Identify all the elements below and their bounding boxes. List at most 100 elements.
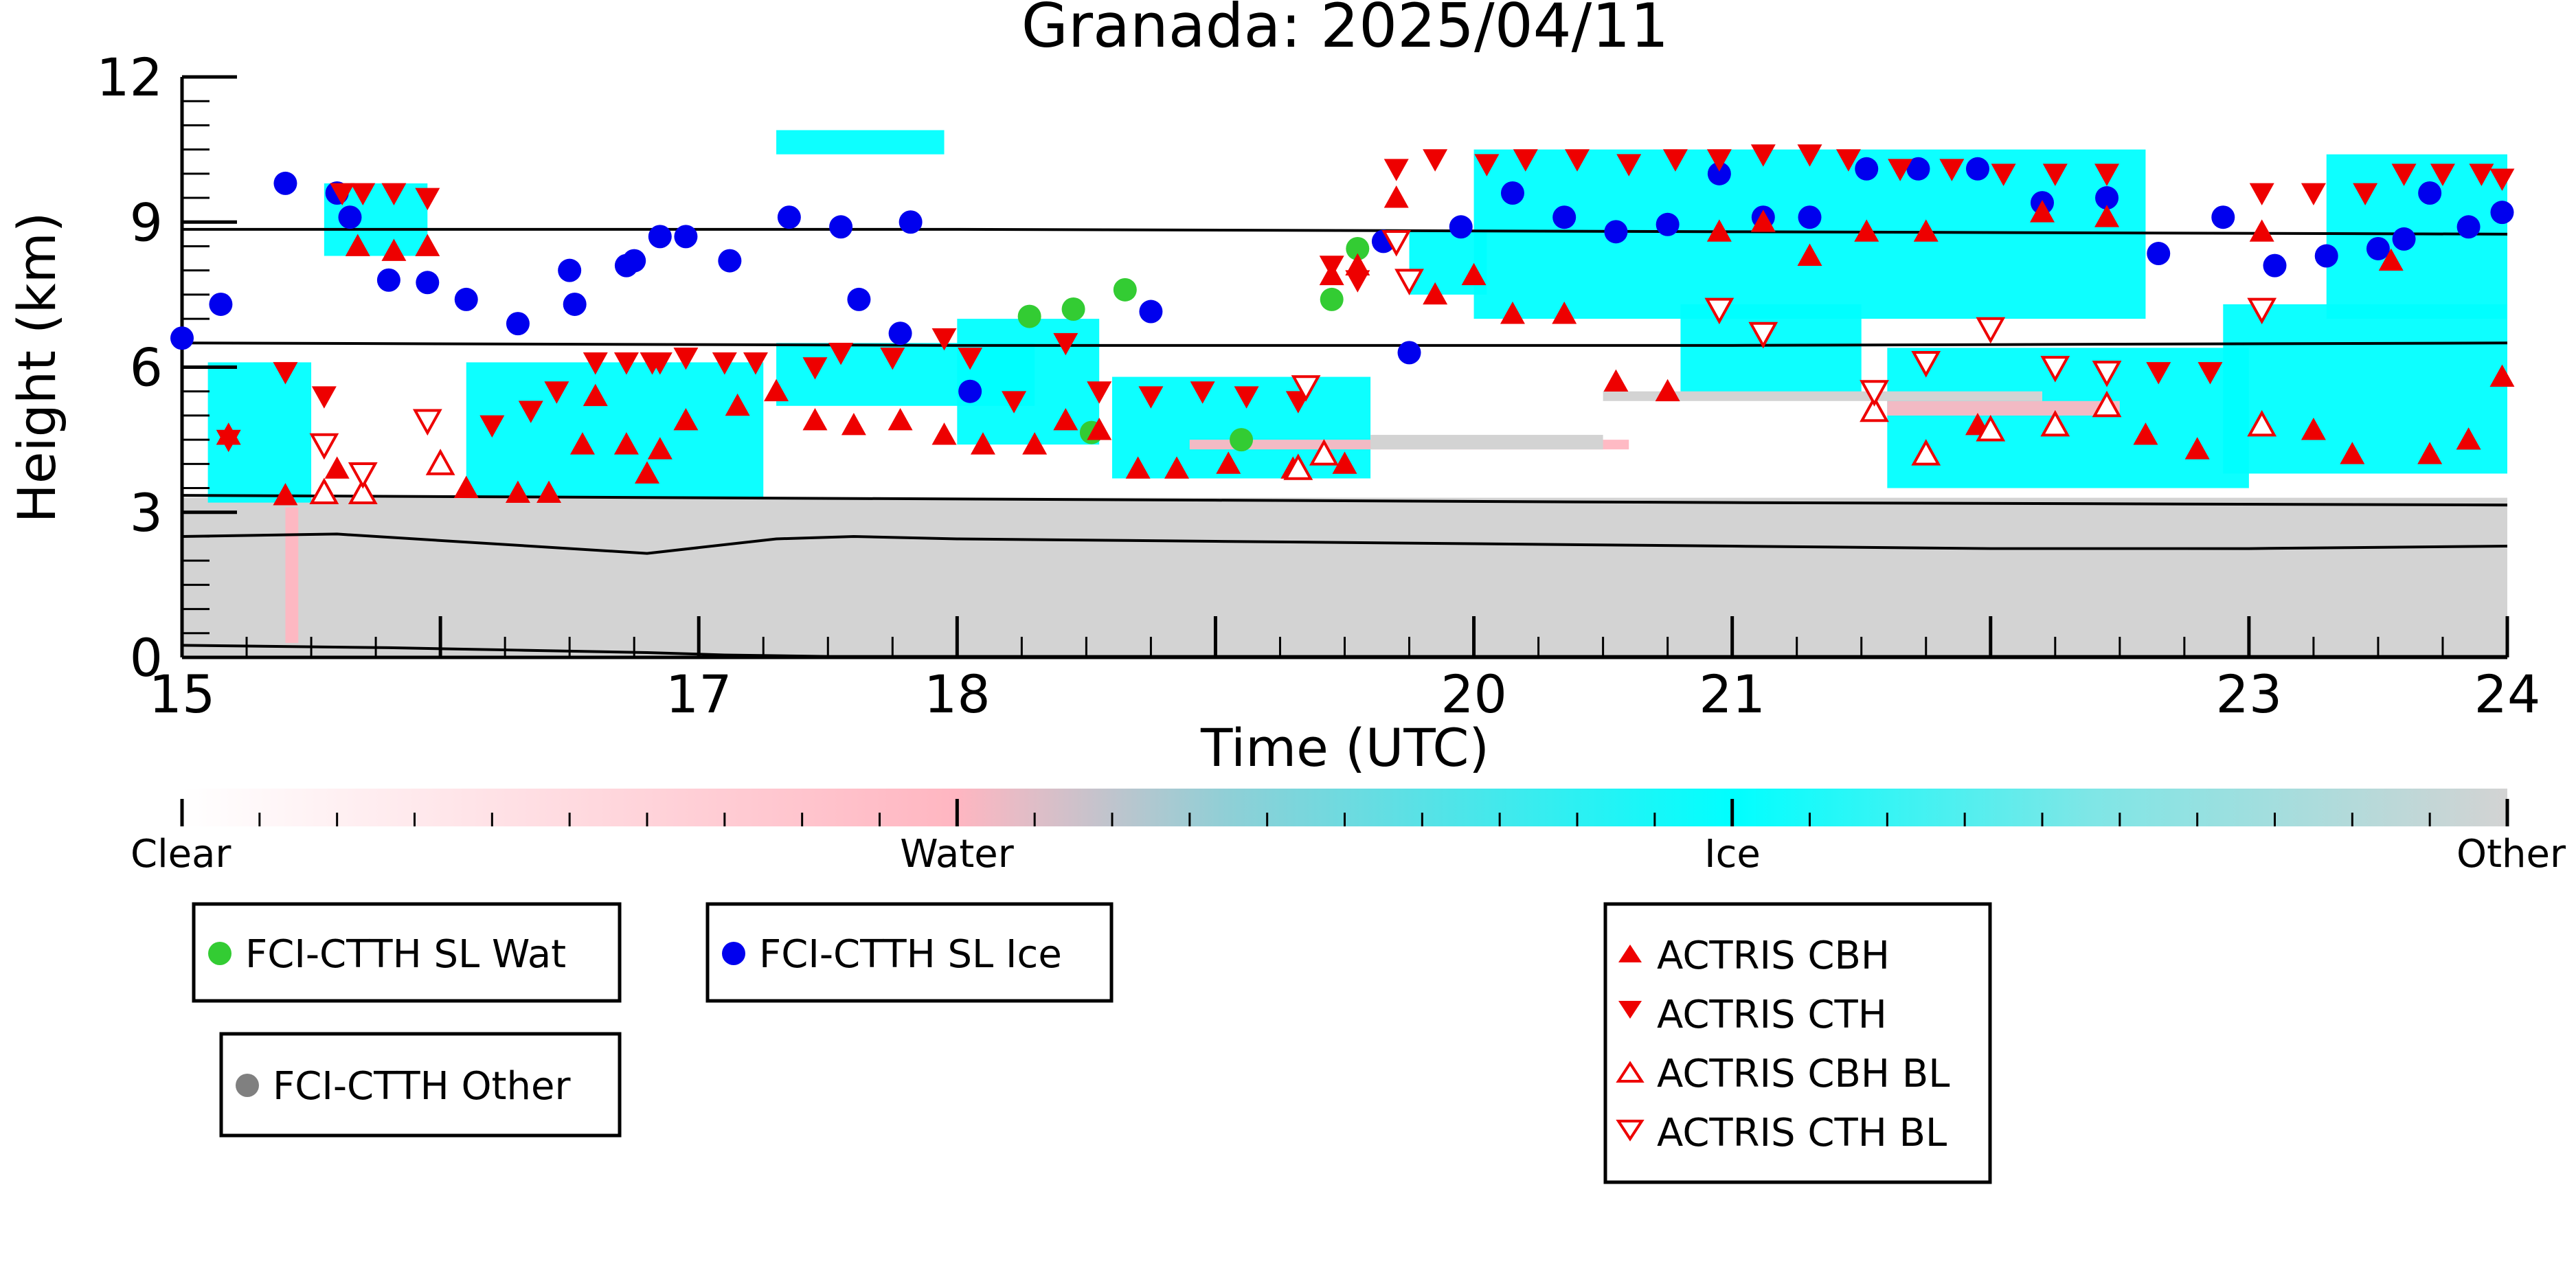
data-point: [829, 215, 853, 239]
data-point: [1552, 302, 1577, 324]
data-point: [1234, 386, 1259, 409]
data-point: [1911, 439, 1941, 466]
data-point: [1383, 185, 1409, 208]
legend-label-cth-bl: ACTRIS CTH BL: [1657, 1111, 1947, 1155]
series-actris-cth-bl: [309, 230, 2277, 489]
data-point: [1913, 219, 1939, 242]
data-point: [648, 225, 672, 249]
data-point: [2211, 205, 2235, 229]
data-point: [2094, 205, 2120, 227]
data-point: [2247, 297, 2277, 325]
data-point: [647, 352, 673, 375]
data-point: [1707, 161, 1731, 185]
data-point: [348, 477, 378, 504]
data-point: [1423, 282, 1448, 305]
axes: 0 3 6 9 12 15 17 18 20 21 23 24: [96, 47, 2540, 725]
data-point: [1017, 304, 1041, 328]
data-point: [880, 348, 905, 370]
data-point: [1139, 300, 1163, 324]
data-point: [1976, 414, 2006, 442]
cloud-region-other: [1370, 435, 1603, 450]
data-point: [1190, 381, 1215, 404]
data-point: [2391, 163, 2417, 186]
data-point: [1423, 149, 1448, 172]
x-tick-label: 17: [666, 664, 732, 725]
data-point: [2042, 163, 2068, 186]
cloud-region-other: [182, 497, 2507, 657]
data-point: [1965, 157, 1989, 181]
data-point: [2197, 362, 2223, 385]
data-point: [647, 437, 673, 460]
data-point: [2378, 248, 2404, 271]
data-point: [1706, 149, 1732, 172]
reference-line: [182, 532, 2507, 555]
x-tick-label: 15: [149, 664, 216, 725]
data-point: [273, 362, 298, 385]
data-point: [1320, 287, 1344, 311]
data-point: [622, 249, 646, 273]
data-point: [1283, 453, 1313, 480]
legends: FCI-CTTH SL Wat FCI-CTTH SL Ice FCI-CTTH…: [192, 902, 1992, 1184]
data-point: [764, 379, 789, 402]
data-point: [1346, 236, 1370, 260]
data-point: [1381, 230, 1412, 257]
data-point: [673, 407, 699, 431]
data-point: [309, 433, 339, 460]
data-point: [311, 386, 337, 409]
data-point: [1164, 456, 1190, 479]
data-point: [2040, 356, 2070, 383]
data-point: [1855, 157, 1879, 181]
colorbar-ticks: [180, 799, 2509, 826]
data-point: [1748, 321, 1778, 349]
reference-line: [182, 341, 2507, 347]
data-point: [1835, 149, 1861, 172]
data-point: [1291, 375, 1321, 402]
data-point: [2094, 163, 2120, 186]
data-point: [2353, 183, 2378, 205]
data-point: [2418, 181, 2442, 205]
legend-label-sl-ice: FCI-CTTH SL Ice: [759, 932, 1062, 977]
cloud-region-ice: [2326, 154, 2507, 319]
colorbar-label-other: Other: [2456, 832, 2566, 877]
data-point: [309, 477, 339, 504]
data-point: [376, 268, 400, 292]
data-point: [2430, 163, 2455, 186]
data-point: [569, 432, 595, 455]
data-point: [1397, 341, 1421, 365]
data-point: [2095, 186, 2119, 210]
data-point: [2146, 362, 2171, 385]
data-point: [777, 205, 801, 229]
legend-box-other: FCI-CTTH Other: [219, 1032, 622, 1138]
data-point: [505, 480, 530, 503]
data-point: [558, 258, 582, 282]
data-point: [2263, 253, 2287, 278]
legend-marker-cbh-bl: [1616, 1061, 1645, 1083]
data-point: [743, 352, 768, 375]
data-point: [345, 234, 370, 256]
y-tick-label: 3: [130, 482, 163, 543]
data-point: [2469, 163, 2494, 186]
data-point: [1750, 144, 1776, 167]
data-point: [2092, 361, 2122, 387]
legend-marker-sl-ice: [722, 942, 745, 965]
data-point: [1797, 243, 1822, 266]
cloud-region-ice: [1680, 304, 1862, 396]
series-actris-cth: [216, 144, 2515, 453]
data-point: [2456, 427, 2481, 450]
colorbar-label-clear: Clear: [131, 832, 231, 877]
data-point: [216, 429, 241, 453]
cloud-region-ice: [957, 319, 1100, 445]
data-point: [2489, 364, 2515, 387]
data-point: [1860, 380, 1889, 407]
legend-label-cth: ACTRIS CTH: [1657, 993, 1887, 1037]
legend-marker-sl-wat: [208, 942, 231, 965]
data-point: [2147, 242, 2171, 266]
x-axis-label: Time (UTC): [1200, 717, 1489, 778]
y-tick-label: 6: [130, 337, 163, 398]
data-point: [888, 321, 912, 346]
data-point: [841, 413, 866, 436]
cloud-mask-layer: [182, 130, 2507, 657]
data-point: [2133, 422, 2158, 445]
data-point: [1906, 157, 1930, 181]
